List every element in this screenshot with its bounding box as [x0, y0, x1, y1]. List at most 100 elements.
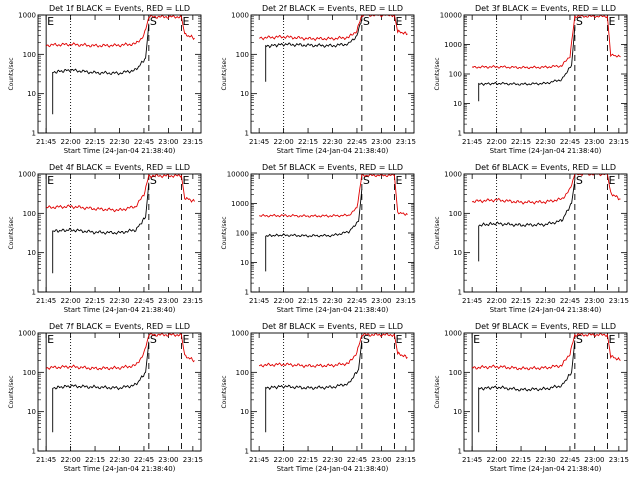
x-tick-label: 22:30 — [535, 138, 555, 146]
x-tick-label: 23:15 — [396, 138, 416, 146]
detector-panel: Det 3f BLACK = Events, RED = LLD Counts/s… — [434, 4, 629, 155]
y-tick-label: 10 — [240, 90, 249, 98]
x-tick-label: 22:15 — [298, 138, 318, 146]
x-tick-label: 21:45 — [36, 456, 56, 464]
y-tick-label: 10 — [453, 100, 462, 108]
x-tick-label: 22:00 — [61, 297, 81, 305]
x-tick-label: 22:15 — [298, 456, 318, 464]
events-series-line — [478, 180, 576, 262]
y-tick-label: 100 — [23, 210, 36, 218]
x-tick-label: 23:15 — [609, 456, 629, 464]
x-tick-label: 22:15 — [298, 297, 318, 305]
y-tick-label: 100 — [236, 369, 249, 377]
y-tick-label: 1000 — [18, 12, 36, 20]
y-tick-label: 1000 — [444, 41, 462, 49]
event-marker-label: S — [363, 333, 370, 346]
plot-frame — [37, 173, 202, 293]
plot-frame — [250, 14, 415, 134]
event-marker-label: E — [182, 333, 189, 346]
panel-title: Det 6f BLACK = Events, RED = LLD — [475, 163, 616, 172]
y-tick-label: 1 — [245, 130, 249, 138]
y-tick-label: 1 — [458, 448, 462, 456]
lld-series-line — [259, 173, 408, 218]
x-axis-label: Start Time (24-Jan-04 21:38:40) — [64, 465, 176, 473]
events-series-line — [265, 189, 363, 272]
x-tick-label: 22:00 — [274, 138, 294, 146]
x-tick-label: 21:45 — [462, 456, 482, 464]
detector-panel: Det 2f BLACK = Events, RED = LLD Counts/s… — [221, 4, 416, 155]
x-tick-label: 22:15 — [511, 456, 531, 464]
panel-title: Det 3f BLACK = Events, RED = LLD — [475, 4, 616, 13]
x-axis-label: Start Time (24-Jan-04 21:38:40) — [277, 465, 389, 473]
events-series-line — [52, 182, 150, 274]
y-axis-label: Counts/sec — [8, 216, 15, 249]
x-tick-label: 22:00 — [274, 297, 294, 305]
lld-series-line — [471, 14, 621, 70]
panel-title: Det 2f BLACK = Events, RED = LLD — [262, 4, 403, 13]
x-tick-label: 23:15 — [183, 297, 203, 305]
lld-series-line — [45, 173, 195, 213]
detector-panel: Det 1f BLACK = Events, RED = LLD Counts/s… — [8, 4, 203, 155]
x-tick-label: 22:00 — [274, 456, 294, 464]
events-series-line — [478, 340, 576, 433]
x-tick-label: 23:00 — [371, 138, 391, 146]
y-axis-label: Counts/sec — [434, 216, 441, 249]
y-axis-label: Counts/sec — [434, 57, 441, 90]
plot-frame — [463, 173, 628, 293]
x-tick-label: 23:15 — [396, 456, 416, 464]
y-tick-label: 100 — [449, 369, 462, 377]
lld-series-line — [45, 332, 195, 371]
x-tick-label: 21:45 — [36, 138, 56, 146]
event-marker-label: S — [576, 174, 583, 187]
x-tick-label: 22:15 — [85, 456, 105, 464]
x-tick-label: 22:00 — [487, 297, 507, 305]
x-tick-label: 22:00 — [61, 138, 81, 146]
plot-frame — [463, 332, 628, 452]
y-tick-label: 1000 — [231, 12, 249, 20]
x-tick-label: 23:00 — [371, 456, 391, 464]
event-marker-label: E — [395, 333, 402, 346]
y-tick-label: 1000 — [444, 330, 462, 338]
x-tick-label: 22:45 — [560, 456, 580, 464]
event-marker-label: S — [576, 333, 583, 346]
y-tick-label: 100 — [236, 230, 249, 238]
event-marker-label: E — [182, 15, 189, 28]
events-series-line — [52, 23, 150, 115]
y-tick-label: 100 — [236, 51, 249, 59]
events-series-line — [478, 26, 576, 102]
detector-panel: Det 9f BLACK = Events, RED = LLD Counts/s… — [434, 322, 629, 473]
x-tick-label: 22:30 — [322, 456, 342, 464]
panel-title: Det 1f BLACK = Events, RED = LLD — [49, 4, 190, 13]
x-tick-label: 21:45 — [249, 297, 269, 305]
y-tick-label: 10 — [453, 249, 462, 257]
panel-title: Det 7f BLACK = Events, RED = LLD — [49, 322, 190, 331]
event-marker-label: S — [150, 174, 157, 187]
lld-series-line — [471, 332, 621, 371]
detector-panel: Det 6f BLACK = Events, RED = LLD Counts/s… — [434, 163, 629, 314]
x-tick-label: 22:45 — [347, 138, 367, 146]
event-marker-label: E — [182, 174, 189, 187]
y-tick-label: 1000 — [18, 330, 36, 338]
y-axis-label: Counts/sec — [8, 57, 15, 90]
x-tick-label: 22:45 — [134, 138, 154, 146]
y-tick-label: 1 — [458, 289, 462, 297]
y-tick-label: 1 — [245, 448, 249, 456]
x-axis-label: Start Time (24-Jan-04 21:38:40) — [490, 306, 602, 314]
x-tick-label: 22:45 — [347, 297, 367, 305]
x-axis-label: Start Time (24-Jan-04 21:38:40) — [277, 306, 389, 314]
x-tick-label: 22:30 — [109, 138, 129, 146]
y-tick-label: 100 — [449, 71, 462, 79]
y-axis-label: Counts/sec — [221, 375, 228, 408]
x-tick-label: 21:45 — [36, 297, 56, 305]
x-tick-label: 22:45 — [560, 138, 580, 146]
event-marker-label: E — [47, 15, 54, 28]
x-tick-label: 21:45 — [462, 138, 482, 146]
y-axis-label: Counts/sec — [434, 375, 441, 408]
x-tick-label: 22:15 — [511, 297, 531, 305]
lld-series-line — [471, 173, 621, 205]
x-tick-label: 22:15 — [511, 138, 531, 146]
event-marker-label: E — [47, 333, 54, 346]
x-tick-label: 22:30 — [109, 297, 129, 305]
event-marker-label: S — [363, 174, 370, 187]
